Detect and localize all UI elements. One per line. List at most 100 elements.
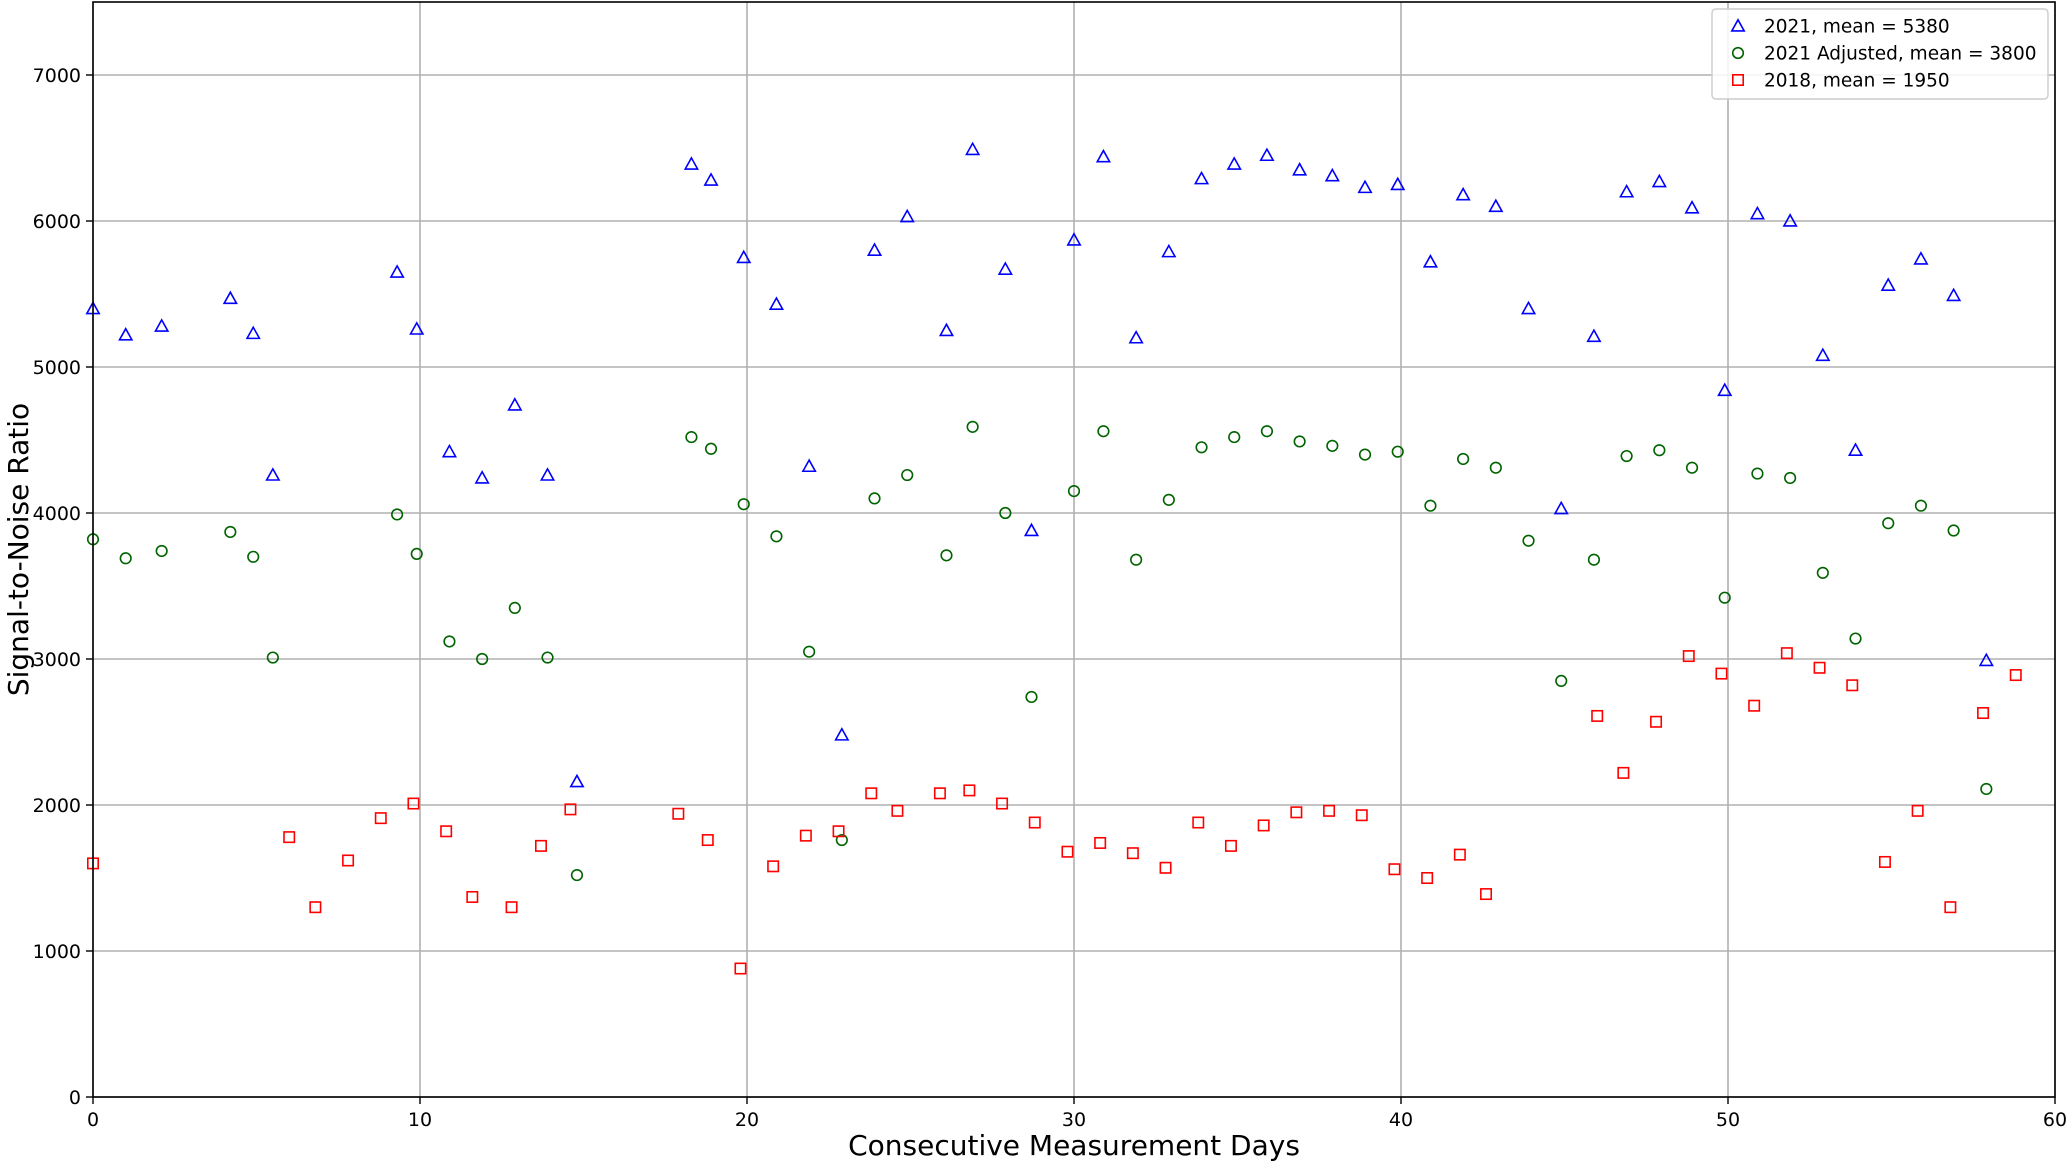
data-point xyxy=(1457,452,1470,466)
data-point xyxy=(505,901,518,914)
data-point xyxy=(374,812,387,825)
data-point xyxy=(1094,836,1107,849)
data-point xyxy=(1978,652,1994,667)
data-point xyxy=(118,327,134,341)
legend-label: 2021, mean = 5380 xyxy=(1764,17,1950,38)
x-tick-label: 0 xyxy=(87,1109,99,1131)
data-point xyxy=(1355,809,1368,822)
data-point xyxy=(865,787,878,800)
x-tick-label: 20 xyxy=(735,1109,759,1131)
data-point xyxy=(1911,804,1924,817)
data-point xyxy=(1846,679,1859,692)
y-tick-label: 1000 xyxy=(33,941,81,963)
y-tick-label: 4000 xyxy=(33,503,81,525)
data-point xyxy=(1847,442,1864,456)
data-point xyxy=(1192,816,1205,829)
data-points xyxy=(85,141,2022,975)
data-point xyxy=(1195,441,1208,454)
series-triangle xyxy=(85,141,1994,788)
data-point xyxy=(1159,861,1172,874)
data-point xyxy=(1358,448,1372,461)
data-point xyxy=(1816,566,1829,579)
data-point xyxy=(734,962,747,975)
data-point xyxy=(1780,647,1793,660)
data-point xyxy=(1489,461,1502,474)
legend-label: 2018, mean = 1950 xyxy=(1764,71,1950,92)
data-point xyxy=(832,825,845,838)
data-point xyxy=(1718,591,1731,604)
data-point xyxy=(703,172,719,186)
data-point xyxy=(1323,804,1336,817)
series-square xyxy=(87,647,2022,975)
data-point xyxy=(1388,863,1401,876)
data-point xyxy=(1880,277,1896,292)
data-point xyxy=(466,890,479,903)
data-point xyxy=(736,249,752,264)
data-point xyxy=(1226,156,1242,170)
y-tick-label: 6000 xyxy=(33,211,81,233)
data-point xyxy=(1522,534,1535,547)
y-tick-label: 5000 xyxy=(33,357,81,379)
data-point xyxy=(1813,661,1826,674)
data-point xyxy=(997,261,1013,275)
data-point xyxy=(1488,198,1504,213)
data-point xyxy=(1619,183,1635,198)
data-point xyxy=(1066,232,1082,246)
y-tick-label: 2000 xyxy=(33,795,81,817)
data-point xyxy=(1653,444,1666,457)
data-point xyxy=(996,797,1009,810)
data-point xyxy=(1684,200,1700,214)
data-point xyxy=(672,807,685,820)
data-point xyxy=(1682,650,1695,663)
data-point xyxy=(1591,709,1604,722)
data-point xyxy=(309,901,322,914)
data-point xyxy=(1849,632,1862,645)
data-point xyxy=(534,839,547,852)
data-point xyxy=(407,797,420,810)
data-point xyxy=(768,296,784,310)
x-axis-title: Consecutive Measurement Days xyxy=(848,1129,1300,1162)
data-point xyxy=(1422,254,1438,268)
data-point xyxy=(901,468,914,482)
data-point xyxy=(940,549,953,562)
data-point xyxy=(507,397,523,411)
data-point xyxy=(569,773,585,788)
x-tick-label: 30 xyxy=(1062,1109,1086,1131)
data-point xyxy=(1914,499,1928,512)
data-point xyxy=(737,498,750,511)
data-point xyxy=(963,784,976,797)
data-point xyxy=(1480,888,1493,901)
data-point xyxy=(1717,382,1733,397)
data-point xyxy=(539,467,556,481)
data-point xyxy=(222,290,238,305)
data-point xyxy=(266,651,279,664)
legend-label: 2021 Adjusted, mean = 3800 xyxy=(1764,44,2037,65)
data-point xyxy=(1193,170,1210,185)
data-point xyxy=(1651,173,1667,188)
data-point xyxy=(1784,471,1797,485)
y-tick-label: 3000 xyxy=(33,649,81,671)
data-point xyxy=(1815,347,1831,362)
data-point xyxy=(1061,845,1074,858)
data-point xyxy=(1260,425,1274,438)
legend: 2021, mean = 5380 2021 Adjusted, mean = 3… xyxy=(1711,8,2049,100)
data-point xyxy=(1023,522,1040,537)
data-point xyxy=(564,803,577,816)
data-point xyxy=(866,242,883,256)
y-axis-title: Signal-to-Noise Ratio xyxy=(2,403,35,696)
data-point xyxy=(1161,243,1177,258)
data-point xyxy=(342,854,355,867)
x-tick-label: 50 xyxy=(1716,1109,1740,1131)
data-point xyxy=(1947,524,1960,537)
data-point xyxy=(1617,766,1630,779)
data-point xyxy=(1586,328,1602,343)
data-point xyxy=(1097,425,1110,438)
data-point xyxy=(119,552,132,565)
data-point xyxy=(1259,147,1275,162)
data-point xyxy=(1324,167,1340,182)
data-point xyxy=(1126,847,1139,860)
data-point xyxy=(770,530,783,543)
data-point xyxy=(1390,176,1406,191)
data-point xyxy=(391,508,404,521)
data-point xyxy=(965,141,981,156)
